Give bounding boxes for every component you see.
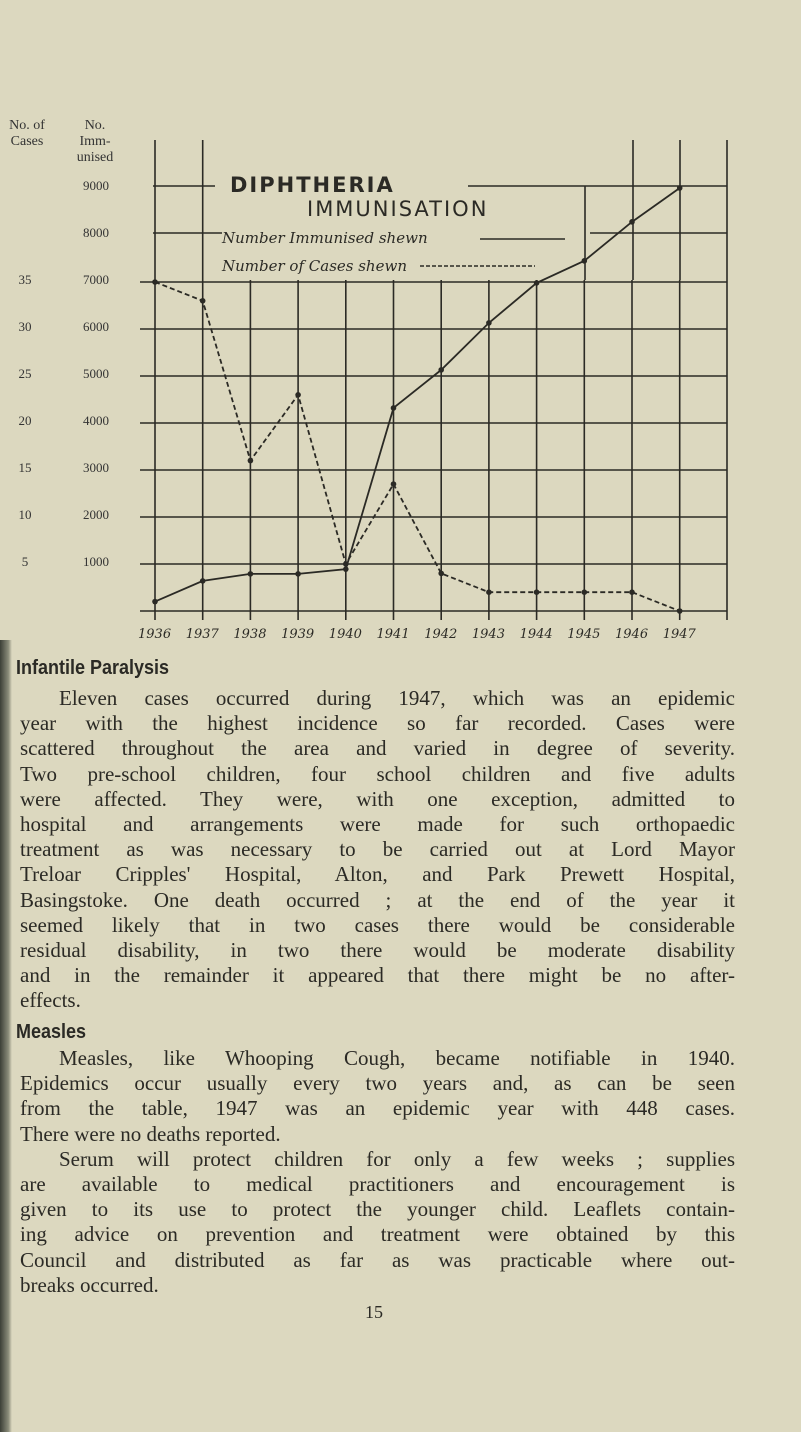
cases-data-point [390, 481, 397, 487]
paragraph-line: Two pre-school children, four school chi… [20, 761, 735, 786]
cases-tick-label: 15 [18, 460, 32, 475]
immunised-data-point [533, 280, 540, 286]
immunised-data-point [676, 185, 683, 191]
immunised-tick-label: 8000 [83, 225, 109, 240]
paragraph-line: hospital and arrangements were made for … [20, 812, 735, 836]
paragraph-line: breaks occurred. [20, 1272, 159, 1297]
year-tick-label: 1940 [329, 627, 362, 640]
cases-data-point [486, 589, 492, 595]
immunised-data-point [581, 258, 588, 264]
legend-immunised: Number Immunised shewn [221, 229, 428, 247]
paragraph-line: scattered throughout the area and varied… [20, 736, 735, 761]
cases-data-point [676, 608, 683, 614]
chart-title-line-2: IMMUNISATION [307, 197, 488, 221]
cases-data-point [343, 561, 349, 567]
year-tick-label: 1941 [377, 627, 410, 640]
year-tick-label: 1939 [281, 627, 314, 640]
paragraph-line: from the table, 1947 was an epidemic yea… [20, 1096, 735, 1121]
cases-data-point [629, 589, 635, 595]
paragraph-line: treatment as was necessary to be carried… [20, 837, 735, 862]
year-tick-label: 1947 [663, 627, 697, 640]
cases-series-line [154, 281, 681, 612]
paragraph-line: There were no deaths reported. [20, 1121, 281, 1146]
immunised-data-point [390, 405, 397, 411]
page-number: 15 [365, 1302, 383, 1322]
immunised-tick-label: 5000 [83, 366, 109, 381]
cases-tick-label: 25 [18, 366, 32, 381]
paragraph-line: are available to medical practitioners a… [20, 1172, 735, 1196]
paragraph-line: Basingstoke. One death occurred ; at the… [20, 887, 735, 912]
paragraph-line: Epidemics occur usually every two years … [20, 1071, 735, 1096]
legend-cases: Number of Cases shewn [221, 257, 407, 275]
immunised-tick-label: 7000 [83, 272, 109, 287]
paragraph-line: year with the highest incidence so far r… [20, 711, 735, 736]
cases-axis-label: No. of Cases [2, 118, 52, 150]
diphtheria-chart: DIPHTHERIA IMMUNISATION Number Immunised… [138, 140, 728, 640]
immunised-axis-label-line: Imm- [79, 134, 111, 149]
year-tick-label: 1946 [615, 627, 648, 640]
title-background [215, 150, 570, 275]
cases-tick-label: 5 [21, 554, 29, 569]
paragraph-line: effects. [20, 988, 81, 1013]
immunised-data-point [438, 367, 445, 373]
immunised-axis-label-line: unised [76, 150, 114, 165]
paragraph-line: Treloar Cripples' Hospital, Alton, and P… [20, 862, 735, 887]
paragraph-line: Eleven cases occurred during 1947, which… [59, 686, 735, 710]
immunised-data-point [343, 566, 349, 572]
section-heading: Infantile Paralysis [16, 657, 170, 679]
cases-axis-label-line: No. of [9, 118, 45, 133]
immunised-tick-label: 4000 [83, 413, 109, 428]
paragraph-line: Serum will protect children for only a f… [59, 1146, 735, 1171]
cases-data-point [152, 279, 158, 285]
paragraph-line: seemed likely that in two cases there wo… [20, 912, 735, 937]
immunised-axis-label: No. Imm- unised [60, 118, 130, 166]
paragraph-line: Measles, like Whooping Cough, became not… [59, 1046, 735, 1070]
section-heading: Measles [16, 1021, 87, 1043]
immunised-data-point [199, 578, 206, 584]
immunised-data-point [152, 598, 158, 605]
year-tick-label: 1945 [567, 627, 600, 640]
cases-tick-label: 30 [18, 319, 32, 334]
immunised-tick-label: 1000 [83, 554, 109, 569]
immunised-data-point [486, 320, 492, 326]
cases-data-point [295, 392, 301, 398]
cases-tick-label: 10 [18, 507, 32, 522]
immunised-tick-label: 6000 [83, 319, 109, 334]
cases-data-point [247, 457, 254, 464]
cases-tick-label: 35 [18, 272, 32, 287]
year-tick-label: 1944 [520, 627, 553, 640]
cases-data-point [438, 570, 445, 577]
immunised-tick-label: 3000 [83, 460, 109, 475]
paragraph-line: ing advice on prevention and treatment w… [20, 1222, 735, 1247]
year-tick-label: 1942 [424, 627, 457, 640]
immunised-data-point [247, 571, 254, 577]
immunised-data-point [295, 571, 301, 577]
paragraph-line: given to its use to protect the younger … [20, 1197, 735, 1222]
cases-tick-label: 20 [18, 413, 32, 428]
immunised-tick-label: 2000 [83, 507, 109, 522]
immunised-series-line [154, 187, 681, 603]
immunised-tick-label: 9000 [83, 178, 109, 193]
cases-data-point [581, 589, 588, 595]
paragraph-line: and in the remainder it appeared that th… [20, 963, 735, 988]
cases-data-point [199, 298, 206, 304]
year-tick-label: 1936 [138, 627, 171, 640]
year-tick-label: 1938 [233, 627, 266, 640]
year-tick-label: 1937 [186, 627, 220, 640]
cases-data-point [533, 589, 540, 595]
chart-title-line-1: DIPHTHERIA [230, 173, 395, 197]
paragraph-line: Council and distributed as far as was pr… [20, 1247, 735, 1272]
immunised-axis-label-line: No. [84, 118, 106, 133]
cases-axis-label-line: Cases [10, 134, 44, 149]
page-binding-edge [0, 640, 12, 1432]
immunised-data-point [629, 219, 635, 225]
paragraph-line: were affected. They were, with one excep… [20, 786, 735, 811]
year-tick-label: 1943 [472, 627, 505, 640]
paragraph-line: residual disability, in two there would … [20, 938, 735, 962]
